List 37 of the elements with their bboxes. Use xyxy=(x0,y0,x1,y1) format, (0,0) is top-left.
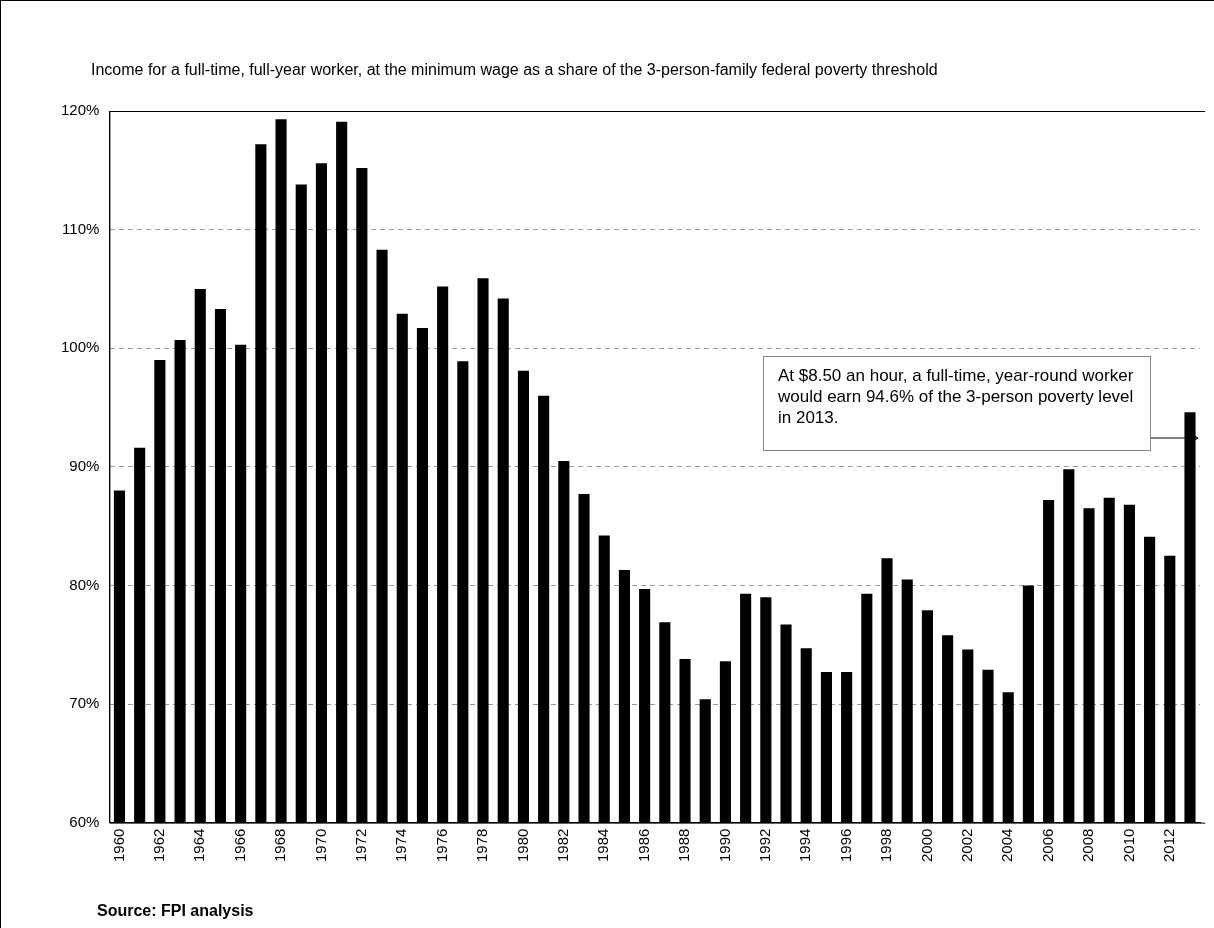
x-tick-label: 1974 xyxy=(392,828,410,863)
y-tick-label: 70% xyxy=(69,694,100,712)
y-tick-label: 120% xyxy=(60,101,100,119)
x-tick-label: 1962 xyxy=(150,828,167,863)
x-tick-label: 2008 xyxy=(1079,828,1097,863)
x-tick-label: 1998 xyxy=(877,828,895,863)
y-tick-label: 90% xyxy=(69,456,100,474)
x-tick-label: 1984 xyxy=(594,828,612,863)
x-tick-label: 1970 xyxy=(311,828,329,863)
x-tick-label: 1980 xyxy=(513,828,531,863)
x-tick-label: 2006 xyxy=(1038,828,1056,863)
x-tick-label: 1976 xyxy=(432,828,450,863)
x-tick-label: 1988 xyxy=(675,828,693,863)
x-tick-label: 2002 xyxy=(957,828,975,863)
x-tick-label: 1996 xyxy=(836,828,854,863)
x-tick-label: 1978 xyxy=(473,828,491,863)
x-tick-label: 1968 xyxy=(271,828,289,863)
x-tick-label: 1992 xyxy=(755,828,773,863)
y-tick-label: 100% xyxy=(60,338,100,356)
x-tick-label: 1990 xyxy=(715,828,733,863)
y-tick-label: 110% xyxy=(62,219,100,237)
x-tick-label: 1986 xyxy=(634,828,652,863)
x-tick-label: 1966 xyxy=(230,828,248,863)
x-tick-label: 1964 xyxy=(190,828,208,863)
x-tick-label: 1982 xyxy=(553,828,571,863)
y-tick-label: 80% xyxy=(69,575,100,593)
annotation: At $8.50 an hour, a full-time, year-round worker would earn 94.6% of the 3-person poverty level in 2013. xyxy=(763,356,1151,451)
source-note: Source: FPI analysis xyxy=(97,902,254,919)
x-tick-label: 2012 xyxy=(1159,828,1177,863)
x-tick-label: 1972 xyxy=(351,828,369,863)
x-tick-label: 1994 xyxy=(796,828,814,863)
x-tick-label: 2004 xyxy=(998,828,1016,863)
x-tick-label: 2000 xyxy=(917,828,935,863)
x-tick-label: 1960 xyxy=(109,828,127,863)
x-tick-label: 2010 xyxy=(1119,828,1137,863)
chart-title: Income for a full-time, full-year worker, at the minimum wage as a share of the 3-person-family federal poverty threshold xyxy=(91,61,938,78)
y-tick-label: 60% xyxy=(69,812,100,830)
